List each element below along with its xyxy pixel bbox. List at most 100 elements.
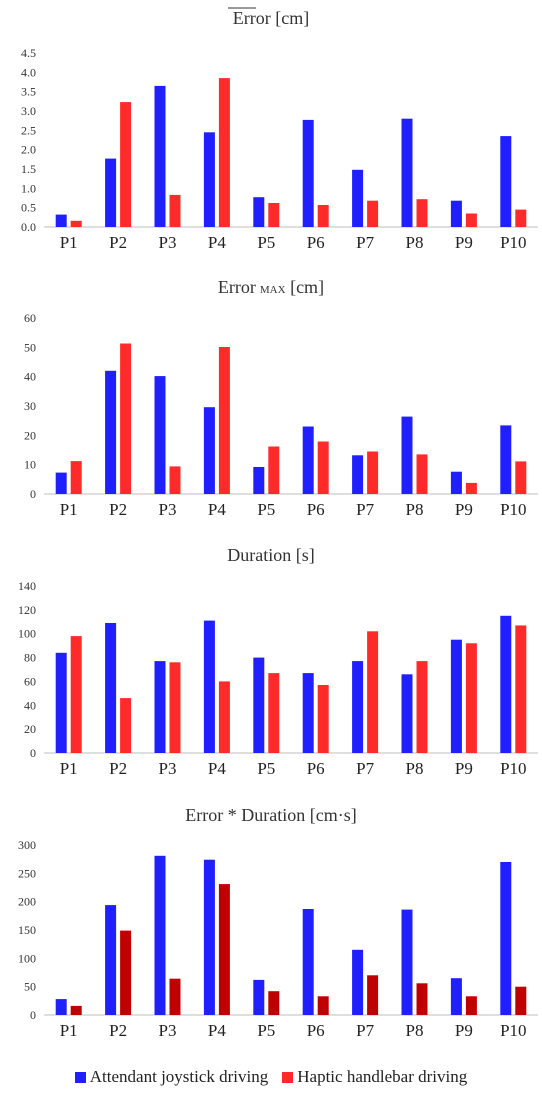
- x-tick-label: P2: [109, 1021, 127, 1040]
- bar-p4-series1: [203, 620, 215, 753]
- bar-p9-series2: [465, 482, 477, 494]
- bar-p2-series1: [105, 370, 117, 494]
- chart-title: Error MAX [cm]: [218, 277, 324, 297]
- x-tick-label: P7: [356, 759, 374, 778]
- x-tick-label: P7: [356, 500, 374, 519]
- bar-p4-series2: [218, 347, 230, 494]
- x-tick-label: P2: [109, 759, 127, 778]
- x-tick-label: P9: [455, 233, 473, 252]
- chart-panel-3: Duration [s] 0 20 40 60 80 100 120 140 P1 P2 P3 P4 P5…: [18, 545, 538, 778]
- bar-p7-series1: [352, 661, 364, 753]
- y-tick-label: 120: [18, 603, 36, 617]
- y-tick-label: 20: [24, 722, 36, 736]
- bar-p5-series2: [268, 203, 280, 227]
- x-tick-label: P5: [257, 1021, 275, 1040]
- bar-p1-series1: [55, 652, 67, 753]
- chart-title: Error * Duration [cm·s]: [185, 805, 356, 825]
- bar-p4-series1: [203, 132, 215, 227]
- bar-p9-series2: [465, 996, 477, 1015]
- x-tick-label: P10: [500, 233, 526, 252]
- x-tick-label: P3: [159, 500, 177, 519]
- bar-p4-series2: [218, 884, 230, 1015]
- x-tick-label: P5: [257, 759, 275, 778]
- y-tick-label: 0.5: [21, 201, 36, 215]
- legend-label-series2: Haptic handlebar driving: [297, 1067, 468, 1086]
- legend-swatch-series1: [74, 1071, 86, 1083]
- bar-p5-series1: [253, 197, 265, 227]
- bar-p8-series2: [416, 661, 428, 753]
- x-tick-label: P8: [406, 1021, 424, 1040]
- bar-p6-series1: [302, 119, 314, 227]
- bar-p2-series1: [105, 158, 117, 227]
- bar-p8-series1: [401, 416, 413, 494]
- y-tick-label: 140: [18, 579, 36, 593]
- bar-p9-series1: [450, 639, 462, 753]
- bar-p6-series2: [317, 441, 329, 494]
- x-tick-label: P4: [208, 1021, 226, 1040]
- bar-p10-series2: [515, 986, 527, 1015]
- chart-panel-1: Error [cm] 0.0 0.5 1.0 1.5 2.0 2.5 3.0 3.5 4.0 4.5…: [21, 7, 538, 252]
- bar-p5-series2: [268, 446, 280, 494]
- legend-item-series2: Haptic handlebar driving: [282, 1067, 467, 1087]
- bar-p10-series1: [500, 136, 512, 227]
- bar-p9-series1: [450, 978, 462, 1015]
- bar-p7-series2: [367, 451, 379, 494]
- x-tick-label: P9: [455, 1021, 473, 1040]
- bar-p3-series2: [169, 466, 181, 494]
- bar-p6-series1: [302, 673, 314, 753]
- bar-p5-series2: [268, 673, 280, 753]
- bar-p7-series1: [352, 169, 364, 227]
- bar-p6-series1: [302, 426, 314, 494]
- bar-p2-series2: [120, 343, 132, 494]
- bar-p3-series1: [154, 661, 166, 753]
- chart-panels: Error [cm] 0.0 0.5 1.0 1.5 2.0 2.5 3.0 3.5 4.0 4.5…: [18, 7, 538, 1040]
- bar-p9-series1: [450, 471, 462, 494]
- y-tick-label: 4.0: [21, 65, 36, 79]
- x-tick-label: P10: [500, 500, 526, 519]
- bar-p4-series1: [203, 859, 215, 1015]
- bar-p7-series2: [367, 631, 379, 753]
- y-tick-label: 50: [24, 980, 36, 994]
- bar-p5-series2: [268, 991, 280, 1015]
- bar-p4-series1: [203, 407, 215, 494]
- bar-p6-series2: [317, 205, 329, 227]
- bar-p6-series2: [317, 685, 329, 753]
- bar-p2-series1: [105, 623, 117, 753]
- y-tick-label: 250: [18, 866, 36, 880]
- bar-p3-series1: [154, 855, 166, 1015]
- x-tick-label: P10: [500, 759, 526, 778]
- legend-label-series1: Attendant joystick driving: [89, 1067, 269, 1086]
- x-tick-label: P8: [406, 233, 424, 252]
- bar-p10-series1: [500, 425, 512, 494]
- bar-p9-series2: [465, 213, 477, 227]
- bar-p8-series2: [416, 983, 428, 1015]
- x-tick-label: P7: [356, 233, 374, 252]
- bar-p3-series2: [169, 194, 181, 227]
- bar-p8-series2: [416, 454, 428, 494]
- bar-p6-series2: [317, 996, 329, 1015]
- bar-p3-series2: [169, 978, 181, 1015]
- bar-p2-series2: [120, 930, 132, 1015]
- x-tick-label: P6: [307, 500, 325, 519]
- x-tick-label: P1: [60, 233, 78, 252]
- bar-p7-series1: [352, 455, 364, 494]
- y-tick-label: 50: [24, 340, 36, 354]
- x-tick-label: P4: [208, 233, 226, 252]
- x-tick-label: P5: [257, 233, 275, 252]
- bar-p1-series1: [55, 999, 67, 1015]
- x-tick-label: P1: [60, 500, 78, 519]
- x-tick-label: P3: [159, 1021, 177, 1040]
- bar-p3-series1: [154, 376, 166, 494]
- x-tick-label: P3: [159, 233, 177, 252]
- bar-p1-series1: [55, 214, 67, 227]
- y-tick-label: 150: [18, 923, 36, 937]
- y-tick-label: 20: [24, 428, 36, 442]
- bar-p10-series1: [500, 615, 512, 753]
- bar-p8-series1: [401, 118, 413, 227]
- y-tick-label: 100: [18, 627, 36, 641]
- y-tick-label: 0: [30, 746, 36, 760]
- x-tick-label: P1: [60, 759, 78, 778]
- x-tick-label: P4: [208, 759, 226, 778]
- chart-title: Duration [s]: [227, 545, 314, 565]
- bar-p8-series2: [416, 199, 428, 227]
